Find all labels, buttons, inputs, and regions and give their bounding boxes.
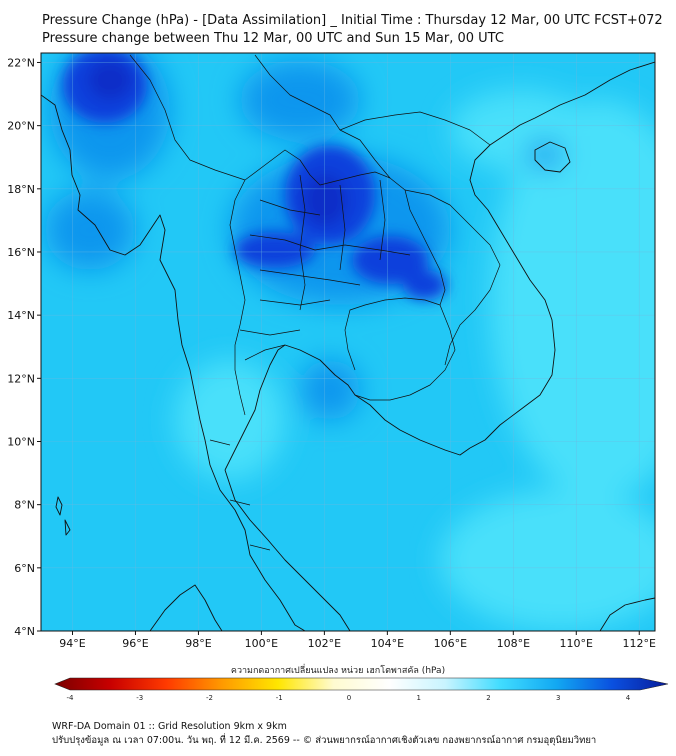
colorbar-tick-label: 4: [626, 694, 631, 702]
lon-tick-label: 94°E: [59, 637, 85, 650]
latitude-labels: 22°N 20°N 18°N 16°N 14°N 12°N 10°N 8°N 6°N 4°N: [7, 56, 35, 638]
model-info: WRF-DA Domain 01 :: Grid Resolution 9km …: [52, 721, 287, 732]
map-frame: [40, 52, 656, 632]
colorbar-tick-label: 0: [347, 694, 351, 702]
lon-tick-label: 100°E: [245, 637, 278, 650]
lon-tick-label: 98°E: [185, 637, 211, 650]
colorbar: -4 -3 -2 -1 0 1 2 3 4: [54, 677, 669, 702]
lat-tick-label: 18°N: [7, 183, 35, 196]
colorbar-tick-label: -2: [206, 694, 213, 702]
lat-tick-label: 20°N: [7, 120, 35, 133]
lon-tick-label: 102°E: [308, 637, 341, 650]
coastlines: [41, 61, 655, 631]
lat-tick-label: 4°N: [14, 625, 35, 638]
longitude-labels: 94°E 96°E 98°E 100°E 102°E 104°E 106°E 108°E 110…: [59, 637, 656, 650]
colorbar-tick-label: -1: [276, 694, 283, 702]
colorbar-tick-label: 1: [417, 694, 421, 702]
lon-tick-label: 96°E: [122, 637, 148, 650]
lat-tick-label: 22°N: [7, 56, 35, 69]
lat-tick-label: 14°N: [7, 309, 35, 322]
colorbar-tick-label: -3: [136, 694, 143, 702]
lat-tick-label: 10°N: [7, 435, 35, 448]
lon-tick-label: 104°E: [371, 637, 404, 650]
lon-tick-label: 106°E: [434, 637, 467, 650]
chart-subtitle: Pressure change between Thu 12 Mar, 00 U…: [42, 31, 504, 46]
lon-tick-label: 110°E: [560, 637, 593, 650]
graticule: [41, 53, 655, 631]
lat-tick-label: 12°N: [7, 372, 35, 385]
lon-tick-label: 112°E: [623, 637, 656, 650]
colorbar-tick-label: 2: [486, 694, 490, 702]
update-info: ปรับปรุงข้อมูล ณ เวลา 07:00น. วัน พฤ. ที…: [52, 735, 597, 746]
colorbar-tick-label: 3: [556, 694, 560, 702]
colorbar-tick-label: -4: [67, 694, 75, 702]
lat-tick-label: 6°N: [14, 562, 35, 575]
country-borders: [129, 54, 501, 551]
lat-tick-label: 16°N: [7, 246, 35, 259]
pressure-field: [41, 53, 655, 631]
lon-tick-label: 108°E: [497, 637, 530, 650]
colorbar-label: ความกดอากาศเปลี่ยนแปลง หน่วย เฮกโตพาสคัล…: [230, 666, 446, 676]
lat-tick-label: 8°N: [14, 499, 35, 512]
chart-title: Pressure Change (hPa) - [Data Assimilati…: [42, 13, 663, 28]
